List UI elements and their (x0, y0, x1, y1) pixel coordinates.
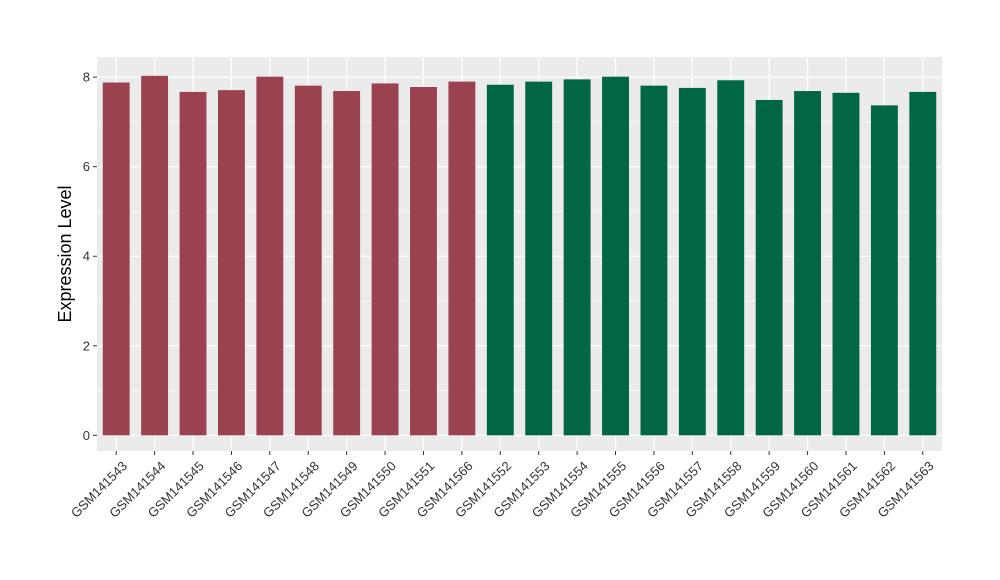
y-tick-label: 6 (83, 159, 90, 174)
bar (525, 81, 553, 436)
bar (717, 80, 745, 436)
bar (563, 79, 591, 436)
bar (141, 75, 169, 436)
bar (486, 84, 514, 436)
bar (755, 99, 783, 436)
bar (448, 81, 476, 436)
bar (179, 91, 207, 436)
bar (102, 82, 130, 436)
bar (678, 87, 706, 436)
bar (294, 85, 322, 436)
bars (102, 75, 937, 436)
y-tick-label: 0 (83, 428, 90, 443)
y-tick-label: 4 (83, 249, 90, 264)
bar (333, 91, 361, 436)
y-tick-label: 2 (83, 338, 90, 353)
bar (640, 85, 668, 436)
bar (217, 90, 245, 436)
bar (410, 86, 437, 436)
bar (371, 83, 399, 436)
bar (870, 105, 898, 436)
bar (909, 91, 937, 436)
y-axis-title: Expression Level (55, 185, 75, 322)
bar (794, 91, 822, 436)
y-tick-label: 8 (83, 70, 90, 85)
y-axis: 0 2 4 6 8 (83, 70, 97, 443)
x-axis: GSM141543GSM141544GSM141545GSM141546GSM1… (68, 451, 937, 521)
bar (256, 76, 284, 436)
bar (832, 92, 860, 436)
bar (602, 76, 629, 436)
